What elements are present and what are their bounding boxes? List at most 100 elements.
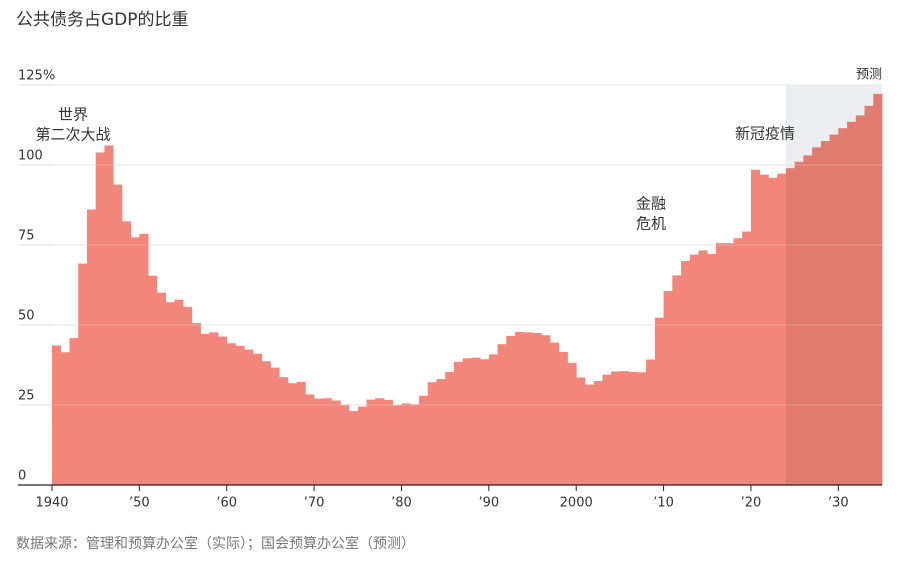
bar — [794, 161, 804, 486]
x-tick-label: ’20 — [741, 496, 762, 511]
bar — [628, 372, 638, 485]
bar — [209, 332, 219, 485]
bar — [130, 237, 140, 485]
bar — [724, 243, 734, 485]
bar — [785, 168, 796, 485]
bar — [165, 302, 175, 485]
bar — [497, 344, 507, 485]
bar — [742, 231, 752, 485]
bar — [226, 343, 236, 485]
y-tick-label: 0 — [18, 469, 26, 484]
x-tick-label: ’70 — [304, 496, 325, 511]
bar — [681, 261, 691, 485]
bar — [52, 345, 62, 485]
bar — [121, 221, 132, 485]
bar — [287, 383, 298, 485]
bar — [252, 353, 263, 485]
bar — [418, 395, 429, 485]
bar — [480, 359, 490, 485]
bar — [619, 371, 630, 485]
x-tick-label: ’60 — [216, 496, 237, 511]
bar — [314, 398, 324, 485]
bar — [174, 299, 184, 485]
bar — [698, 250, 708, 485]
bar — [663, 291, 673, 485]
bar — [532, 333, 542, 485]
bar — [148, 275, 158, 485]
chart-title: 公共债务占GDP的比重 — [16, 10, 189, 30]
bar — [689, 254, 699, 485]
x-tick-label: ’50 — [129, 496, 150, 511]
bar — [436, 379, 446, 485]
bar — [777, 173, 787, 485]
bar — [515, 332, 525, 485]
bar — [218, 336, 228, 485]
bar — [803, 155, 813, 485]
bar — [296, 381, 306, 485]
bar — [156, 292, 166, 485]
bar — [375, 398, 385, 485]
bar — [104, 145, 114, 486]
bar — [366, 399, 376, 485]
bar — [340, 404, 350, 485]
bar — [506, 335, 516, 485]
bar — [427, 382, 437, 485]
bar — [392, 405, 402, 485]
bar — [567, 362, 577, 485]
bar — [270, 367, 280, 485]
bar — [654, 317, 664, 485]
bar — [602, 374, 612, 485]
bar — [750, 169, 761, 486]
bar — [191, 323, 201, 485]
x-tick-label: 2000 — [560, 496, 593, 511]
y-tick-label: 75 — [18, 229, 35, 244]
bar — [279, 377, 289, 485]
bar — [471, 357, 481, 485]
x-tick-label: ’80 — [391, 496, 412, 511]
bar — [733, 238, 743, 485]
bar — [139, 233, 149, 485]
bar — [864, 105, 874, 486]
bar — [584, 384, 595, 485]
bar — [357, 406, 367, 485]
bar — [410, 404, 420, 485]
bar — [261, 361, 271, 485]
projection-label: 预测 — [856, 68, 882, 83]
bar — [820, 141, 830, 485]
bar — [384, 399, 394, 485]
bar — [86, 209, 97, 486]
bar — [847, 121, 857, 486]
y-tick-label: 100 — [18, 149, 43, 164]
y-tick-label: 25 — [18, 389, 35, 404]
annotation: 金融 — [636, 195, 666, 213]
x-tick-label: ’10 — [653, 496, 674, 511]
x-tick-label: ’90 — [478, 496, 499, 511]
bar — [576, 377, 586, 485]
bar — [759, 174, 769, 485]
bar — [401, 403, 411, 485]
bar — [838, 128, 848, 485]
bar — [873, 93, 883, 486]
bar — [550, 342, 560, 485]
bar — [445, 372, 455, 485]
bar — [349, 411, 359, 485]
annotation: 危机 — [636, 215, 666, 233]
bar — [672, 275, 682, 485]
bar — [829, 134, 839, 485]
y-tick-label: 125% — [18, 69, 55, 84]
bar — [453, 361, 464, 485]
bar — [235, 345, 245, 485]
bar — [331, 400, 341, 485]
bar — [716, 243, 726, 485]
bar — [611, 371, 621, 485]
y-tick-label: 50 — [18, 309, 35, 324]
bar — [462, 358, 472, 485]
x-tick-label: 1940 — [35, 496, 68, 511]
bar — [113, 184, 123, 485]
x-tick-label: ’30 — [828, 496, 849, 511]
bar — [78, 263, 88, 485]
annotation: 新冠疫情 — [735, 125, 795, 143]
bar — [593, 381, 603, 485]
bar — [768, 177, 778, 486]
